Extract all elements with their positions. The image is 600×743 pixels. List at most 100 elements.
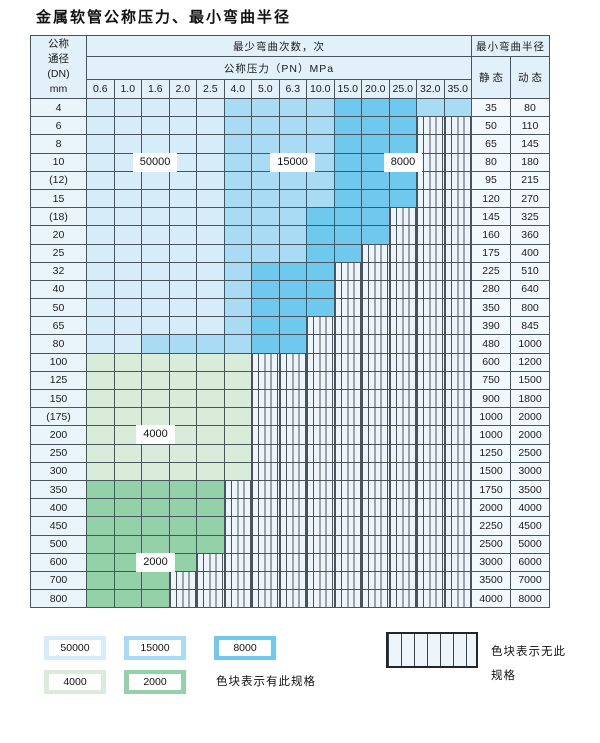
spec-cell xyxy=(168,570,197,591)
dn-header-line-1: 公称 xyxy=(48,38,69,50)
spec-cell xyxy=(113,134,142,154)
spec-cell xyxy=(443,570,472,591)
spec-cell xyxy=(113,279,142,300)
static-radius-cell: 1250 xyxy=(471,443,511,463)
spec-cell xyxy=(251,298,280,318)
spec-cell xyxy=(388,243,417,263)
spec-cell xyxy=(361,407,390,427)
spec-cell xyxy=(196,352,225,372)
spec-cell xyxy=(141,461,170,481)
spec-cell xyxy=(196,407,225,427)
static-radius-cell: 65 xyxy=(471,134,511,154)
spec-cell xyxy=(251,534,280,554)
spec-cell xyxy=(196,207,225,227)
spec-cell xyxy=(416,97,445,118)
spec-cell xyxy=(306,498,335,518)
table-row: 150 900 1800 xyxy=(30,388,550,409)
spec-cell xyxy=(196,370,225,391)
table-row: 800 4000 8000 xyxy=(30,589,550,609)
spec-cell xyxy=(306,388,335,409)
spec-cell xyxy=(168,243,197,263)
spec-cell xyxy=(361,207,390,227)
static-radius-cell: 1000 xyxy=(471,407,511,427)
dn-cell: 80 xyxy=(30,334,87,354)
spec-cell xyxy=(141,298,170,318)
dn-header-line-4: mm xyxy=(49,83,68,95)
spec-cell xyxy=(388,225,417,245)
static-radius-cell: 2500 xyxy=(471,534,511,554)
static-radius-cell: 1500 xyxy=(471,461,511,481)
table-row: 400 2000 4000 xyxy=(30,498,550,518)
dn-cell: 400 xyxy=(30,498,87,518)
spec-cell xyxy=(361,370,390,391)
spec-cell xyxy=(223,279,252,300)
static-radius-cell: 600 xyxy=(471,352,511,372)
spec-cell xyxy=(86,152,115,172)
spec-cell xyxy=(86,589,115,609)
spec-cell xyxy=(443,243,472,263)
dynamic-radius-cell: 80 xyxy=(510,97,550,118)
table-row: 25 175 400 xyxy=(30,243,550,263)
spec-cell xyxy=(141,243,170,263)
spec-cell xyxy=(306,479,335,500)
table-row: 50 350 800 xyxy=(30,298,550,318)
spec-cell xyxy=(86,498,115,518)
spec-cell xyxy=(361,134,390,154)
static-radius-cell: 480 xyxy=(471,334,511,354)
spec-cell xyxy=(86,243,115,263)
legend-swatch-2000: 2000 xyxy=(124,670,186,694)
spec-cell xyxy=(168,443,197,463)
spec-cell xyxy=(278,479,307,500)
spec-cell xyxy=(251,188,280,209)
spec-cell xyxy=(333,552,362,572)
dynamic-radius-cell: 2000 xyxy=(510,425,550,445)
spec-cell xyxy=(333,534,362,554)
spec-cell xyxy=(361,461,390,481)
spec-cell xyxy=(113,461,142,481)
spec-cell xyxy=(196,334,225,354)
spec-cell xyxy=(416,207,445,227)
spec-cell xyxy=(113,516,142,536)
spec-cell xyxy=(196,461,225,481)
spec-cell xyxy=(306,352,335,372)
dynamic-radius-cell: 4500 xyxy=(510,516,550,536)
dynamic-radius-cell: 360 xyxy=(510,225,550,245)
legend-label-2000: 2000 xyxy=(129,674,181,690)
spec-cell xyxy=(416,225,445,245)
dynamic-radius-cell: 2000 xyxy=(510,407,550,427)
table-row: 250 1250 2500 xyxy=(30,443,550,463)
bend-count-header: 最少弯曲次数，次 xyxy=(86,35,472,57)
spec-cell xyxy=(278,279,307,300)
spec-cell xyxy=(113,225,142,245)
spec-cell xyxy=(278,589,307,609)
dn-cell: 350 xyxy=(30,479,87,500)
spec-cell xyxy=(333,443,362,463)
dn-cell: (175) xyxy=(30,407,87,427)
pressure-column-header-8: 10.0 xyxy=(306,79,335,99)
spec-cell xyxy=(388,443,417,463)
table-row: (18) 145 325 xyxy=(30,207,550,227)
spec-cell xyxy=(168,352,197,372)
spec-cell xyxy=(333,243,362,263)
spec-cell xyxy=(86,279,115,300)
spec-cell xyxy=(278,116,307,136)
spec-cell xyxy=(443,207,472,227)
spec-cell xyxy=(361,534,390,554)
spec-cell xyxy=(251,134,280,154)
spec-cell xyxy=(168,334,197,354)
dn-cell: 4 xyxy=(30,97,87,118)
spec-cell xyxy=(86,516,115,536)
spec-cell xyxy=(416,334,445,354)
dn-cell: 20 xyxy=(30,225,87,245)
dn-header-line-3: (DN) xyxy=(47,68,70,80)
spec-cell xyxy=(113,407,142,427)
dynamic-radius-cell: 845 xyxy=(510,316,550,336)
spec-cell xyxy=(361,334,390,354)
spec-cell xyxy=(416,261,445,281)
pressure-column-header-3: 2.0 xyxy=(168,79,197,99)
spec-cell xyxy=(388,298,417,318)
spec-cell xyxy=(223,134,252,154)
spec-cell xyxy=(333,407,362,427)
spec-cell xyxy=(278,134,307,154)
spec-cell xyxy=(361,570,390,591)
